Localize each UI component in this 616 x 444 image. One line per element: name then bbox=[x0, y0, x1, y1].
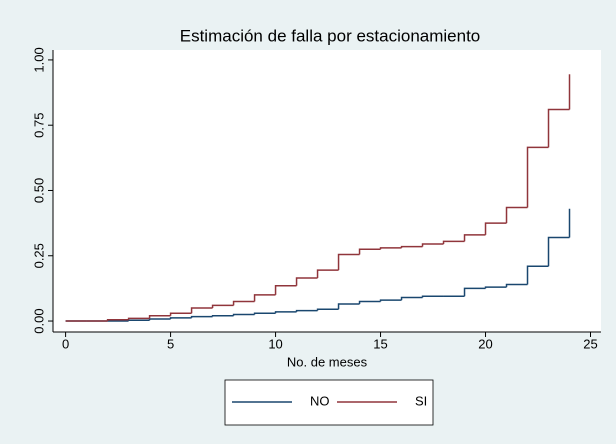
step-line bbox=[253, 294, 276, 302]
step-line bbox=[253, 312, 276, 315]
step-line bbox=[169, 312, 192, 316]
step-line bbox=[526, 146, 549, 208]
y-tick-label: 0.50 bbox=[31, 178, 46, 203]
plot-area bbox=[53, 50, 601, 332]
x-tick-label: 25 bbox=[583, 336, 597, 351]
step-line bbox=[547, 236, 570, 267]
x-tick-label: 10 bbox=[268, 336, 282, 351]
step-line bbox=[379, 299, 402, 302]
step-line bbox=[400, 296, 423, 301]
step-line bbox=[190, 315, 213, 318]
step-line bbox=[379, 247, 402, 250]
step-line bbox=[106, 318, 129, 322]
step-line bbox=[295, 277, 318, 286]
y-tick-label: 0.75 bbox=[31, 113, 46, 138]
step-line bbox=[127, 317, 150, 320]
step-line bbox=[295, 309, 318, 312]
step-line bbox=[463, 234, 486, 242]
step-line bbox=[274, 311, 297, 314]
step-line bbox=[211, 315, 234, 317]
x-tick-label: 5 bbox=[167, 336, 174, 351]
step-line bbox=[232, 313, 255, 316]
legend-label: SI bbox=[415, 393, 427, 408]
y-tick-label: 0.25 bbox=[31, 243, 46, 268]
legend-label: NO bbox=[310, 393, 330, 408]
y-tick-label: 0.00 bbox=[31, 308, 46, 333]
step-line bbox=[316, 308, 339, 311]
step-line bbox=[484, 222, 507, 235]
step-line bbox=[505, 283, 528, 288]
chart-title: Estimación de falla por estacionamiento bbox=[180, 26, 481, 45]
step-line bbox=[337, 253, 360, 271]
step-line bbox=[505, 206, 528, 224]
step-line bbox=[316, 269, 339, 278]
step-line bbox=[358, 248, 381, 255]
x-tick-label: 20 bbox=[478, 336, 492, 351]
step-line bbox=[400, 245, 423, 248]
step-line bbox=[526, 265, 549, 285]
step-line bbox=[442, 240, 465, 245]
y-tick-label: 1.00 bbox=[31, 47, 46, 72]
step-line bbox=[127, 319, 150, 322]
step-line bbox=[274, 285, 297, 295]
step-line bbox=[421, 295, 444, 298]
step-line bbox=[484, 286, 507, 289]
x-tick-label: 0 bbox=[62, 336, 69, 351]
step-line bbox=[232, 300, 255, 306]
step-line bbox=[190, 307, 213, 314]
step-line bbox=[169, 317, 192, 319]
x-tick-label: 15 bbox=[373, 336, 387, 351]
step-line bbox=[148, 315, 171, 319]
step-line bbox=[337, 303, 360, 310]
step-line bbox=[211, 304, 234, 308]
step-line bbox=[358, 300, 381, 305]
step-line bbox=[547, 108, 570, 148]
x-axis-title: No. de meses bbox=[287, 354, 368, 369]
step-line bbox=[463, 287, 486, 297]
step-line bbox=[421, 243, 444, 247]
